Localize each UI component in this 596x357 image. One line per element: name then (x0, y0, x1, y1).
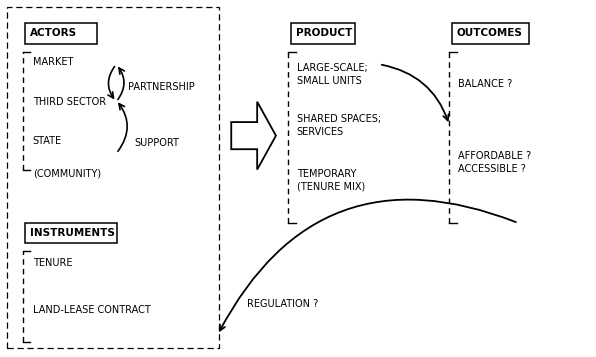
Polygon shape (231, 102, 276, 170)
Text: (COMMUNITY): (COMMUNITY) (33, 168, 101, 178)
Text: SHARED SPACES;
SERVICES: SHARED SPACES; SERVICES (297, 114, 381, 137)
Text: SUPPORT: SUPPORT (134, 138, 179, 148)
Text: THIRD SECTOR: THIRD SECTOR (33, 97, 106, 107)
Text: AFFORDABLE ?
ACCESSIBLE ?: AFFORDABLE ? ACCESSIBLE ? (458, 151, 531, 174)
Text: TENURE: TENURE (33, 258, 72, 268)
Text: LAND-LEASE CONTRACT: LAND-LEASE CONTRACT (33, 305, 151, 315)
FancyBboxPatch shape (291, 23, 355, 44)
Text: OUTCOMES: OUTCOMES (457, 28, 523, 38)
Text: INSTRUMENTS: INSTRUMENTS (30, 228, 114, 238)
FancyBboxPatch shape (25, 23, 97, 44)
Text: MARKET: MARKET (33, 57, 73, 67)
FancyBboxPatch shape (452, 23, 529, 44)
Text: BALANCE ?: BALANCE ? (458, 79, 512, 89)
Text: PARTNERSHIP: PARTNERSHIP (128, 82, 195, 92)
Text: STATE: STATE (33, 136, 62, 146)
Text: REGULATION ?: REGULATION ? (247, 299, 319, 309)
Text: ACTORS: ACTORS (30, 28, 77, 38)
Text: TEMPORARY
(TENURE MIX): TEMPORARY (TENURE MIX) (297, 169, 365, 192)
Text: PRODUCT: PRODUCT (296, 28, 352, 38)
Text: LARGE-SCALE;
SMALL UNITS: LARGE-SCALE; SMALL UNITS (297, 63, 368, 86)
FancyBboxPatch shape (25, 223, 117, 243)
